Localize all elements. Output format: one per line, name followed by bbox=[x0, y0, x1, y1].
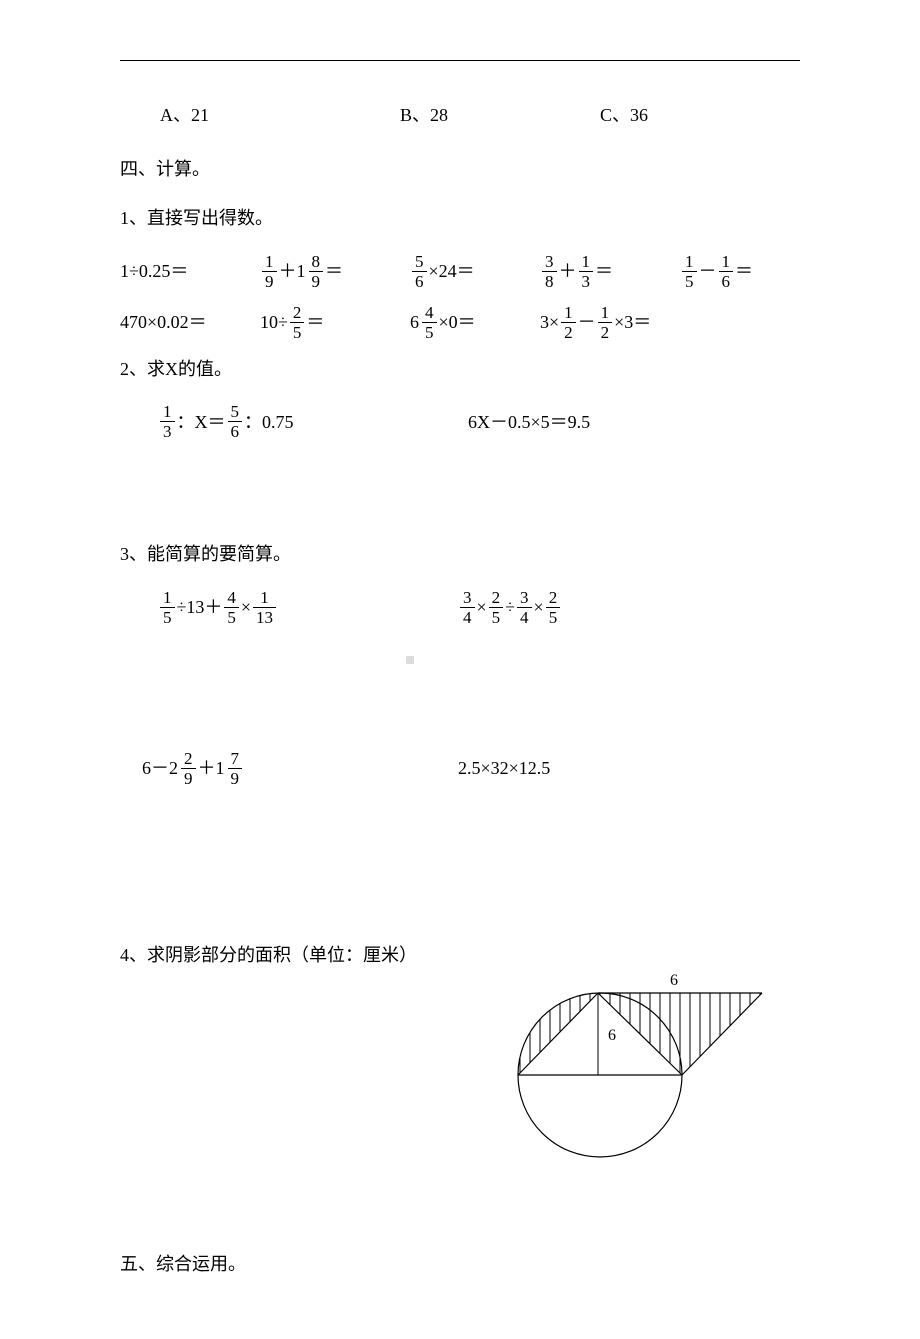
frac-2-5c: 25 bbox=[546, 589, 561, 626]
watermark-dot bbox=[406, 656, 414, 664]
solvex-row: 13 ：X＝ 56 ：0.75 6X－0.5×5＝9.5 bbox=[120, 403, 800, 440]
prefix: 3× bbox=[540, 306, 559, 338]
plus: ＋ bbox=[559, 255, 577, 287]
simp-r2-right: 2.5×32×12.5 bbox=[458, 752, 550, 784]
m2: × bbox=[241, 591, 251, 623]
mixed-6-4-5: 645 bbox=[410, 304, 439, 341]
spacer4 bbox=[120, 1170, 800, 1220]
page: A、21 B、28 C、36 四、计算。 1、直接写出得数。 1÷0.25＝ 1… bbox=[0, 0, 920, 1339]
frac-3-8: 38 bbox=[542, 253, 557, 290]
q4-2-title: 2、求X的值。 bbox=[120, 355, 800, 384]
m: ＋ bbox=[198, 752, 216, 784]
q4-4-title: 4、求阴影部分的面积（单位：厘米） bbox=[120, 941, 800, 970]
frac-1-5: 15 bbox=[682, 253, 697, 290]
section4-title: 四、计算。 bbox=[120, 155, 800, 184]
mixed-1-7-9: 179 bbox=[216, 750, 245, 787]
expr-e5: 15 － 16 ＝ bbox=[680, 253, 753, 290]
frac-3-4b: 34 bbox=[517, 589, 532, 626]
expr-e2: 19 ＋ 189 ＝ bbox=[260, 253, 410, 290]
mental-row1: 1÷0.25＝ 19 ＋ 189 ＝ 56 ×24＝ 38 ＋ 13 ＝ 15 … bbox=[120, 253, 800, 290]
expr-e6: 470×0.02＝ bbox=[120, 306, 260, 338]
mental-row2: 470×0.02＝ 10÷ 25 ＝ 645 ×0＝ 3× 12 － 12 ×3… bbox=[120, 304, 800, 341]
frac-2-5b: 25 bbox=[489, 589, 504, 626]
option-a: A、21 bbox=[160, 101, 400, 127]
frac-3-4: 34 bbox=[460, 589, 475, 626]
rest: ×24＝ bbox=[429, 255, 475, 287]
solvex-left: 13 ：X＝ 56 ：0.75 bbox=[158, 403, 468, 440]
simplify-row2: 6－ 229 ＋ 179 2.5×32×12.5 bbox=[120, 750, 800, 787]
frac-1-3: 13 bbox=[579, 253, 594, 290]
expr-e3: 56 ×24＝ bbox=[410, 253, 540, 290]
label-inside: 6 bbox=[608, 1027, 616, 1044]
m1: ÷13＋ bbox=[177, 591, 223, 623]
prefix: 10÷ bbox=[260, 306, 288, 338]
rest: ×3＝ bbox=[614, 306, 651, 338]
spacer4b bbox=[120, 1220, 800, 1250]
frac-1-2a: 12 bbox=[561, 304, 576, 341]
spacer1b bbox=[120, 490, 800, 540]
plus: ＋ bbox=[279, 255, 297, 287]
eq: ＝ bbox=[595, 255, 613, 287]
diagram-svg: 6 6 bbox=[460, 970, 770, 1170]
label-top: 6 bbox=[670, 972, 678, 989]
spacer2 bbox=[120, 640, 800, 750]
frac-1-9: 19 bbox=[262, 253, 277, 290]
option-b: B、28 bbox=[400, 101, 600, 127]
expr-e8: 645 ×0＝ bbox=[410, 304, 540, 341]
mid: ：X＝ bbox=[177, 406, 226, 438]
solvex-right: 6X－0.5×5＝9.5 bbox=[468, 406, 590, 438]
option-c: C、36 bbox=[600, 101, 648, 127]
mixed-1-8-9: 189 bbox=[297, 253, 326, 290]
expr-e4: 38 ＋ 13 ＝ bbox=[540, 253, 680, 290]
shaded-area-figure: 6 6 bbox=[460, 970, 770, 1170]
frac-5-6b: 56 bbox=[228, 403, 243, 440]
q4-3-title: 3、能简算的要简算。 bbox=[120, 540, 800, 569]
simp-r1-right: 34 × 25 ÷ 34 × 25 bbox=[458, 589, 562, 626]
m3: × bbox=[534, 591, 544, 623]
frac-1-5b: 15 bbox=[160, 589, 175, 626]
rest: ×0＝ bbox=[439, 306, 476, 338]
frac-1-6: 16 bbox=[719, 253, 734, 290]
minus: － bbox=[699, 255, 717, 287]
mixed-2-2-9: 229 bbox=[169, 750, 198, 787]
frac-4-5: 45 bbox=[224, 589, 239, 626]
eq: ＝ bbox=[325, 255, 343, 287]
p1: 6－ bbox=[142, 752, 169, 784]
simp-r2-left: 6－ 229 ＋ 179 bbox=[142, 750, 458, 787]
expr-e1: 1÷0.25＝ bbox=[120, 255, 260, 287]
simp-r1-left: 15 ÷13＋ 45 × 113 bbox=[158, 589, 458, 626]
frac-1-2b: 12 bbox=[598, 304, 613, 341]
q4-1-title: 1、直接写出得数。 bbox=[120, 204, 800, 233]
expr-e7: 10÷ 25 ＝ bbox=[260, 304, 410, 341]
frac-2-5: 25 bbox=[290, 304, 305, 341]
spacer3 bbox=[120, 801, 800, 911]
minus: － bbox=[578, 306, 596, 338]
frac-5-6: 56 bbox=[412, 253, 427, 290]
m2: ÷ bbox=[505, 591, 515, 623]
tail: ：0.75 bbox=[244, 406, 294, 438]
frac-1-13: 113 bbox=[253, 589, 276, 626]
eq: ＝ bbox=[306, 306, 324, 338]
spacer1 bbox=[120, 440, 800, 490]
section5-title: 五、综合运用。 bbox=[120, 1250, 800, 1279]
mc-options: A、21 B、28 C、36 bbox=[120, 101, 800, 127]
eq: ＝ bbox=[735, 255, 753, 287]
expr-e9: 3× 12 － 12 ×3＝ bbox=[540, 304, 651, 341]
frac-1-3: 13 bbox=[160, 403, 175, 440]
spacer3b bbox=[120, 911, 800, 941]
simplify-row1: 15 ÷13＋ 45 × 113 34 × 25 ÷ 34 × 25 bbox=[120, 589, 800, 626]
top-rule bbox=[120, 60, 800, 61]
m1: × bbox=[477, 591, 487, 623]
